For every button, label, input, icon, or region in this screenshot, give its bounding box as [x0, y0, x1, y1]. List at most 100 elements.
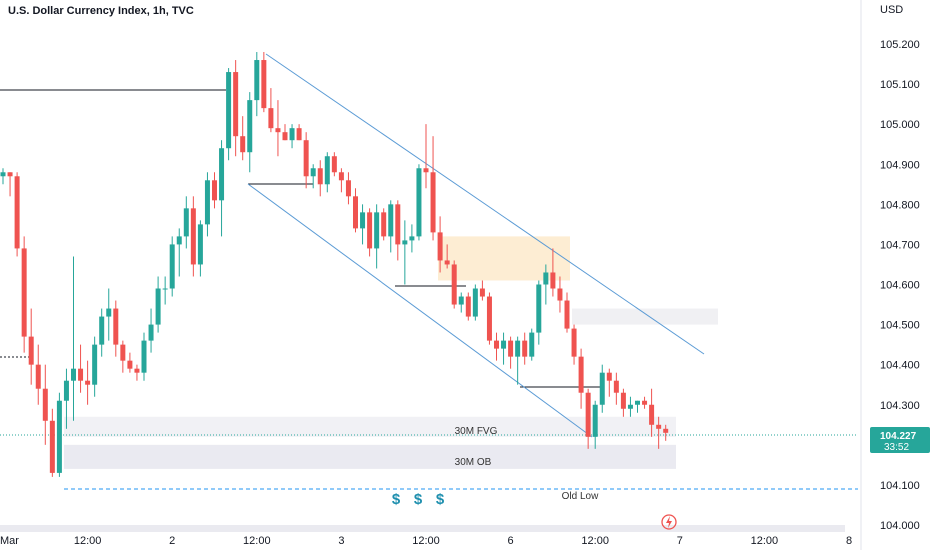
candle-body [620, 392, 626, 409]
countdown-timer: 33:52 [884, 442, 909, 453]
candle-body [345, 180, 351, 197]
candle-body [261, 60, 267, 109]
candle-body [296, 128, 302, 141]
candle-body [289, 128, 295, 141]
channel-upper-line [265, 53, 705, 355]
candle-body [282, 132, 288, 141]
dollar-sign: $ [392, 491, 401, 508]
dollar-sign: $ [414, 491, 423, 508]
bottom-strip [0, 525, 845, 532]
x-tick-label: 6 [508, 535, 514, 547]
candle-body [190, 208, 196, 265]
candle-body [113, 308, 119, 345]
candle-body [360, 212, 366, 229]
y-tick-label: 105.100 [880, 79, 920, 91]
candle-body [35, 364, 41, 389]
candle-body [557, 288, 563, 301]
candle-body [49, 420, 55, 473]
candle-body [388, 204, 394, 237]
candle-body [578, 356, 584, 393]
candle-body [303, 140, 309, 177]
candle-body [395, 204, 401, 245]
candle-body [444, 260, 450, 265]
candle-body [635, 400, 640, 405]
candle-body [423, 168, 429, 173]
candle-body [472, 288, 478, 317]
x-tick-label: 12:00 [412, 535, 440, 547]
candle-body [92, 344, 98, 385]
candle-body [465, 296, 471, 317]
candle-body [613, 380, 619, 393]
candle-body [240, 136, 246, 153]
y-tick-label: 104.400 [880, 360, 920, 372]
y-tick-label: 104.900 [880, 159, 920, 171]
candle-body [155, 288, 161, 325]
candle-body [656, 424, 662, 429]
candle-body [169, 244, 175, 289]
candle-body [416, 168, 422, 237]
y-tick-label: 104.300 [880, 400, 920, 412]
x-tick-label: 12:00 [581, 535, 609, 547]
candle-body [543, 272, 549, 285]
y-tick-label: 104.700 [880, 239, 920, 251]
x-tick-label: 7 [677, 535, 683, 547]
candle-body [606, 372, 612, 381]
candle-body [162, 288, 168, 290]
last-price-tag [870, 427, 930, 453]
candle-body [494, 340, 499, 349]
candle-body [571, 328, 577, 357]
candle-body [127, 360, 133, 369]
candle-body [268, 108, 274, 129]
candle-body [148, 324, 154, 341]
candle-body [0, 172, 6, 177]
candle-body [99, 316, 105, 345]
candle-body [78, 368, 84, 381]
candle-body [331, 156, 337, 173]
candle-body [437, 232, 443, 261]
candle-body [212, 180, 217, 201]
candle-body [275, 128, 281, 133]
ob-zone [64, 444, 676, 469]
candle-body [599, 372, 605, 405]
ob-label: 30M OB [455, 457, 492, 468]
candle-body [536, 284, 542, 333]
x-tick-label: 2 [169, 535, 175, 547]
y-tick-label: 105.000 [880, 119, 920, 131]
last-price-value: 104.227 [880, 431, 917, 442]
dollar-sign: $ [436, 491, 445, 508]
candle-body [197, 224, 203, 265]
candle-body [219, 148, 225, 201]
candle-body [63, 380, 69, 401]
lightning-bolt-icon [666, 516, 672, 528]
x-tick-label: 12:00 [243, 535, 271, 547]
candle-body [649, 404, 655, 425]
x-tick-label: 12:00 [751, 535, 779, 547]
candle-body [367, 212, 373, 249]
candle-body [324, 156, 330, 185]
candle-body [42, 388, 48, 421]
candle-body [233, 72, 239, 137]
candle-body [176, 236, 182, 245]
candle-body [204, 180, 210, 225]
x-tick-label: 3 [338, 535, 344, 547]
candle-body [141, 340, 147, 373]
old-low-label: Old Low [562, 491, 599, 502]
candle-body [317, 168, 323, 185]
y-tick-label: 104.800 [880, 199, 920, 211]
candle-body [106, 308, 112, 317]
candle-body [564, 300, 570, 329]
candle-body [71, 368, 76, 381]
candle-body [28, 336, 34, 365]
x-tick-label: Mar [0, 535, 19, 547]
fvg-zone [64, 416, 676, 437]
candle-body [550, 272, 556, 289]
candle-body [134, 368, 140, 373]
candle-body [458, 296, 464, 305]
candle-body [14, 176, 20, 249]
candle-body [381, 212, 387, 237]
candle-body [592, 404, 598, 437]
alert-lightning-icon [661, 514, 677, 530]
candle-body [508, 340, 514, 357]
candle-body [85, 380, 91, 385]
